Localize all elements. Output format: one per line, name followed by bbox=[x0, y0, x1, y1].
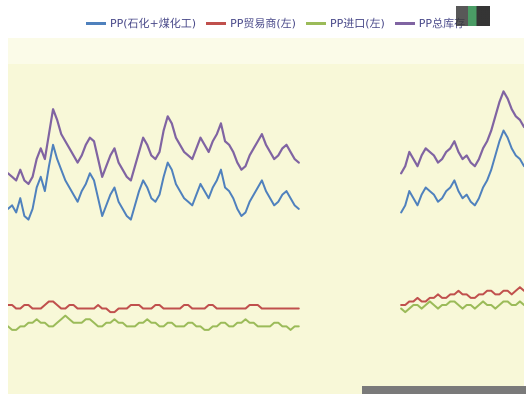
series-line-2 bbox=[8, 286, 524, 314]
top-band bbox=[8, 38, 524, 64]
horizontal-scrollbar[interactable] bbox=[362, 386, 526, 394]
series-line-1 bbox=[8, 129, 524, 221]
legend-swatch-1 bbox=[86, 21, 106, 25]
plot-background bbox=[8, 38, 524, 394]
legend-item-4: PP总库存 bbox=[394, 16, 466, 30]
legend-item-2: PP贸易商(左) bbox=[206, 18, 296, 29]
legend-swatch-3 bbox=[305, 21, 326, 25]
legend-label-3: PP进口(左) bbox=[329, 16, 385, 30]
chart-legend: PP(石化+煤化工) PP贸易商(左) PP进口(左) PP总库存 bbox=[86, 14, 506, 32]
legend-swatch-2 bbox=[206, 21, 227, 25]
legend-swatch-4 bbox=[394, 21, 415, 25]
legend-label-4: PP总库存 bbox=[418, 16, 466, 30]
line-chart bbox=[8, 38, 524, 394]
legend-item-1: PP(石化+煤化工) bbox=[86, 18, 196, 29]
legend-item-3: PP进口(左) bbox=[305, 16, 385, 30]
corner-badge-icon bbox=[456, 6, 490, 26]
series-line-3 bbox=[8, 300, 524, 331]
legend-label-1: PP(石化+煤化工) bbox=[110, 16, 197, 30]
series-line-4 bbox=[8, 90, 524, 186]
plot-area bbox=[8, 38, 524, 394]
legend-label-2: PP贸易商(左) bbox=[230, 16, 296, 30]
